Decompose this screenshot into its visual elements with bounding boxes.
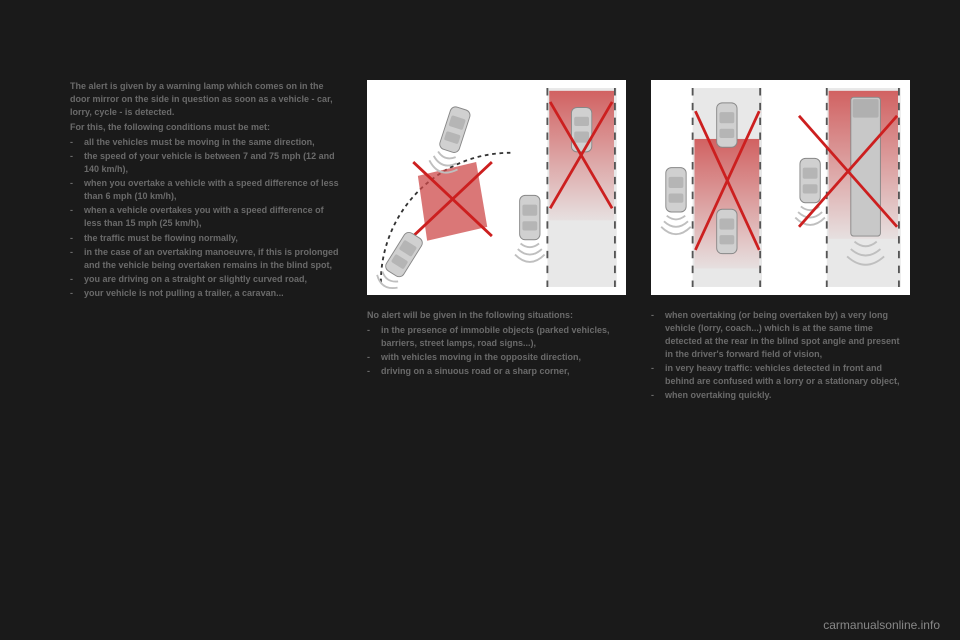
middle-figure xyxy=(367,80,626,295)
middle-text: No alert will be given in the following … xyxy=(367,309,626,379)
list-item: you are driving on a straight or slightl… xyxy=(70,273,342,286)
right-column: when overtaking (or being overtaken by) … xyxy=(651,80,910,403)
list-item: driving on a sinuous road or a sharp cor… xyxy=(367,365,626,378)
right-bullets: when overtaking (or being overtaken by) … xyxy=(651,309,910,402)
right-figure xyxy=(651,80,910,295)
list-item: in the case of an overtaking manoeuvre, … xyxy=(70,246,342,272)
list-item: all the vehicles must be moving in the s… xyxy=(70,136,342,149)
mid-intro: No alert will be given in the following … xyxy=(367,309,626,322)
list-item: in the presence of immobile objects (par… xyxy=(367,324,626,350)
list-item: when you overtake a vehicle with a speed… xyxy=(70,177,342,203)
left-intro-1: The alert is given by a warning lamp whi… xyxy=(70,80,342,119)
left-column: The alert is given by a warning lamp whi… xyxy=(70,80,342,403)
list-item: when overtaking quickly. xyxy=(651,389,910,402)
list-item: when overtaking (or being overtaken by) … xyxy=(651,309,910,361)
list-item: the speed of your vehicle is between 7 a… xyxy=(70,150,342,176)
list-item: in very heavy traffic: vehicles detected… xyxy=(651,362,910,388)
list-item: the traffic must be flowing normally, xyxy=(70,232,342,245)
left-intro-2: For this, the following conditions must … xyxy=(70,121,342,134)
mid-bullets: in the presence of immobile objects (par… xyxy=(367,324,626,378)
list-item: with vehicles moving in the opposite dir… xyxy=(367,351,626,364)
left-text: The alert is given by a warning lamp whi… xyxy=(70,80,342,301)
list-item: when a vehicle overtakes you with a spee… xyxy=(70,204,342,230)
middle-column: No alert will be given in the following … xyxy=(367,80,626,403)
right-text: when overtaking (or being overtaken by) … xyxy=(651,309,910,403)
list-item: your vehicle is not pulling a trailer, a… xyxy=(70,287,342,300)
watermark: carmanualsonline.info xyxy=(823,618,940,632)
left-bullets: all the vehicles must be moving in the s… xyxy=(70,136,342,300)
